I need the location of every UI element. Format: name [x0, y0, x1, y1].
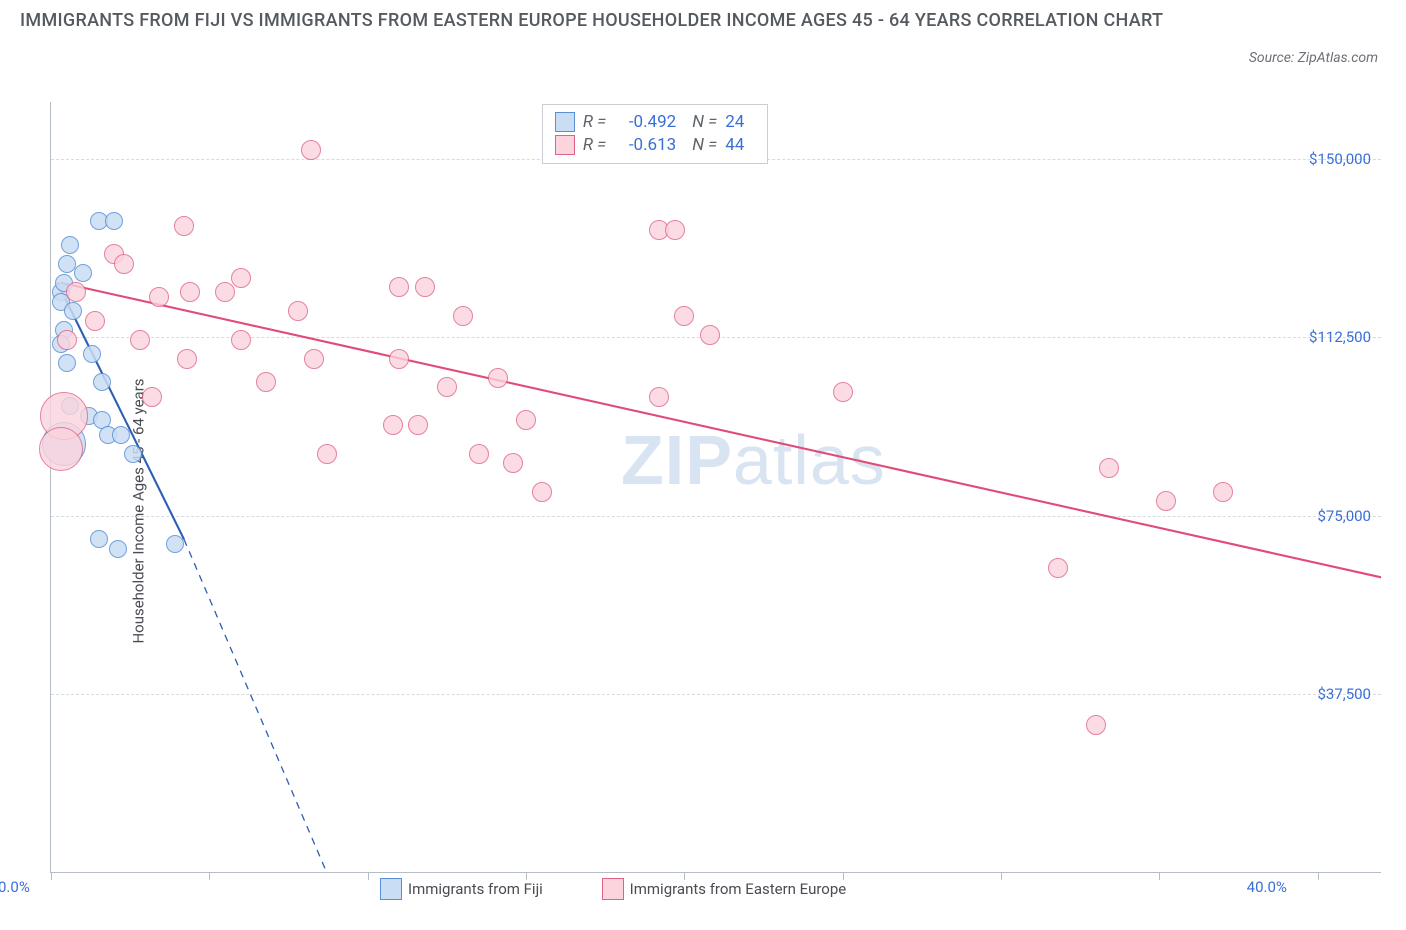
data-point-eastern_europe[interactable]: [288, 301, 308, 321]
r-value: -0.613: [614, 134, 676, 157]
data-point-eastern_europe[interactable]: [85, 311, 105, 331]
data-point-eastern_europe[interactable]: [174, 216, 194, 236]
data-point-eastern_europe[interactable]: [304, 349, 324, 369]
data-point-fiji[interactable]: [109, 540, 127, 558]
data-point-eastern_europe[interactable]: [503, 453, 523, 473]
data-point-eastern_europe[interactable]: [215, 282, 235, 302]
data-point-eastern_europe[interactable]: [142, 387, 162, 407]
y-tick-label: $150,000: [1309, 150, 1371, 168]
x-axis-row: 0.0% 40.0% Immigrants from Fiji Immigrants …: [0, 878, 1330, 906]
data-point-fiji[interactable]: [64, 302, 82, 320]
data-point-eastern_europe[interactable]: [389, 349, 409, 369]
data-point-eastern_europe[interactable]: [437, 377, 457, 397]
r-value: -0.492: [614, 111, 676, 134]
data-point-eastern_europe[interactable]: [488, 368, 508, 388]
data-point-eastern_europe[interactable]: [700, 325, 720, 345]
data-point-eastern_europe[interactable]: [1086, 715, 1106, 735]
scatter-plot: $37,500 $75,000 $112,500 $150,000 ZIPatlas R …: [50, 102, 1381, 873]
data-point-eastern_europe[interactable]: [114, 254, 134, 274]
n-value: 44: [725, 134, 755, 157]
y-tick-label: $112,500: [1309, 328, 1371, 346]
legend-swatch: [602, 878, 624, 900]
data-point-eastern_europe[interactable]: [665, 220, 685, 240]
data-point-eastern_europe[interactable]: [408, 415, 428, 435]
n-value: 24: [725, 111, 755, 134]
series-legend-item[interactable]: Immigrants from Fiji: [380, 878, 543, 900]
data-point-fiji[interactable]: [58, 354, 76, 372]
legend-label: Immigrants from Fiji: [408, 880, 543, 898]
data-point-fiji[interactable]: [124, 445, 142, 463]
data-point-fiji[interactable]: [61, 236, 79, 254]
data-point-eastern_europe[interactable]: [57, 330, 77, 350]
series-legend-item[interactable]: Immigrants from Eastern Europe: [602, 878, 847, 900]
data-point-fiji[interactable]: [105, 212, 123, 230]
chart-title: IMMIGRANTS FROM FIJI VS IMMIGRANTS FROM …: [20, 8, 1386, 33]
data-point-fiji[interactable]: [83, 345, 101, 363]
watermark: ZIPatlas: [621, 420, 886, 500]
legend-swatch: [380, 878, 402, 900]
gridline: [51, 694, 1381, 695]
data-point-eastern_europe[interactable]: [1213, 482, 1233, 502]
correlation-legend: R = -0.492 N = 24 R = -0.613 N = 44: [542, 104, 768, 164]
x-tick-label-max: 40.0%: [1247, 878, 1287, 896]
data-point-fiji[interactable]: [112, 426, 130, 444]
data-point-fiji[interactable]: [93, 373, 111, 391]
trend-line-extrapolation-fiji: [184, 539, 327, 872]
y-tick-label: $75,000: [1317, 507, 1371, 525]
gridline: [51, 516, 1381, 517]
r-label: R =: [583, 111, 606, 134]
data-point-eastern_europe[interactable]: [649, 387, 669, 407]
data-point-eastern_europe[interactable]: [130, 330, 150, 350]
data-point-eastern_europe[interactable]: [516, 410, 536, 430]
r-label: R =: [583, 134, 606, 157]
data-point-eastern_europe[interactable]: [231, 268, 251, 288]
data-point-eastern_europe[interactable]: [231, 330, 251, 350]
data-point-fiji[interactable]: [90, 530, 108, 548]
data-point-eastern_europe[interactable]: [532, 482, 552, 502]
data-point-eastern_europe[interactable]: [177, 349, 197, 369]
data-point-eastern_europe[interactable]: [833, 382, 853, 402]
correlation-row: R = -0.492 N = 24: [555, 111, 755, 134]
data-point-fiji[interactable]: [166, 535, 184, 553]
data-point-eastern_europe[interactable]: [149, 287, 169, 307]
legend-swatch: [555, 112, 575, 132]
data-point-eastern_europe[interactable]: [415, 277, 435, 297]
data-point-eastern_europe[interactable]: [66, 282, 86, 302]
data-point-eastern_europe[interactable]: [1156, 491, 1176, 511]
data-point-fiji[interactable]: [74, 264, 92, 282]
data-point-eastern_europe[interactable]: [1099, 458, 1119, 478]
x-tick-label-min: 0.0%: [0, 878, 30, 896]
data-point-eastern_europe[interactable]: [180, 282, 200, 302]
data-point-eastern_europe[interactable]: [469, 444, 489, 464]
data-point-eastern_europe[interactable]: [39, 427, 83, 471]
legend-swatch: [555, 135, 575, 155]
data-point-eastern_europe[interactable]: [256, 372, 276, 392]
n-label: N =: [692, 134, 717, 157]
data-point-eastern_europe[interactable]: [317, 444, 337, 464]
n-label: N =: [692, 111, 717, 134]
y-tick-label: $37,500: [1317, 685, 1371, 703]
data-point-eastern_europe[interactable]: [674, 306, 694, 326]
data-point-eastern_europe[interactable]: [301, 140, 321, 160]
legend-label: Immigrants from Eastern Europe: [630, 880, 847, 898]
data-point-eastern_europe[interactable]: [383, 415, 403, 435]
trend-line-eastern_europe: [61, 283, 1382, 578]
data-point-eastern_europe[interactable]: [1048, 558, 1068, 578]
correlation-row: R = -0.613 N = 44: [555, 134, 755, 157]
data-point-eastern_europe[interactable]: [389, 277, 409, 297]
source-attribution: Source: ZipAtlas.com: [1249, 50, 1378, 66]
data-point-eastern_europe[interactable]: [453, 306, 473, 326]
